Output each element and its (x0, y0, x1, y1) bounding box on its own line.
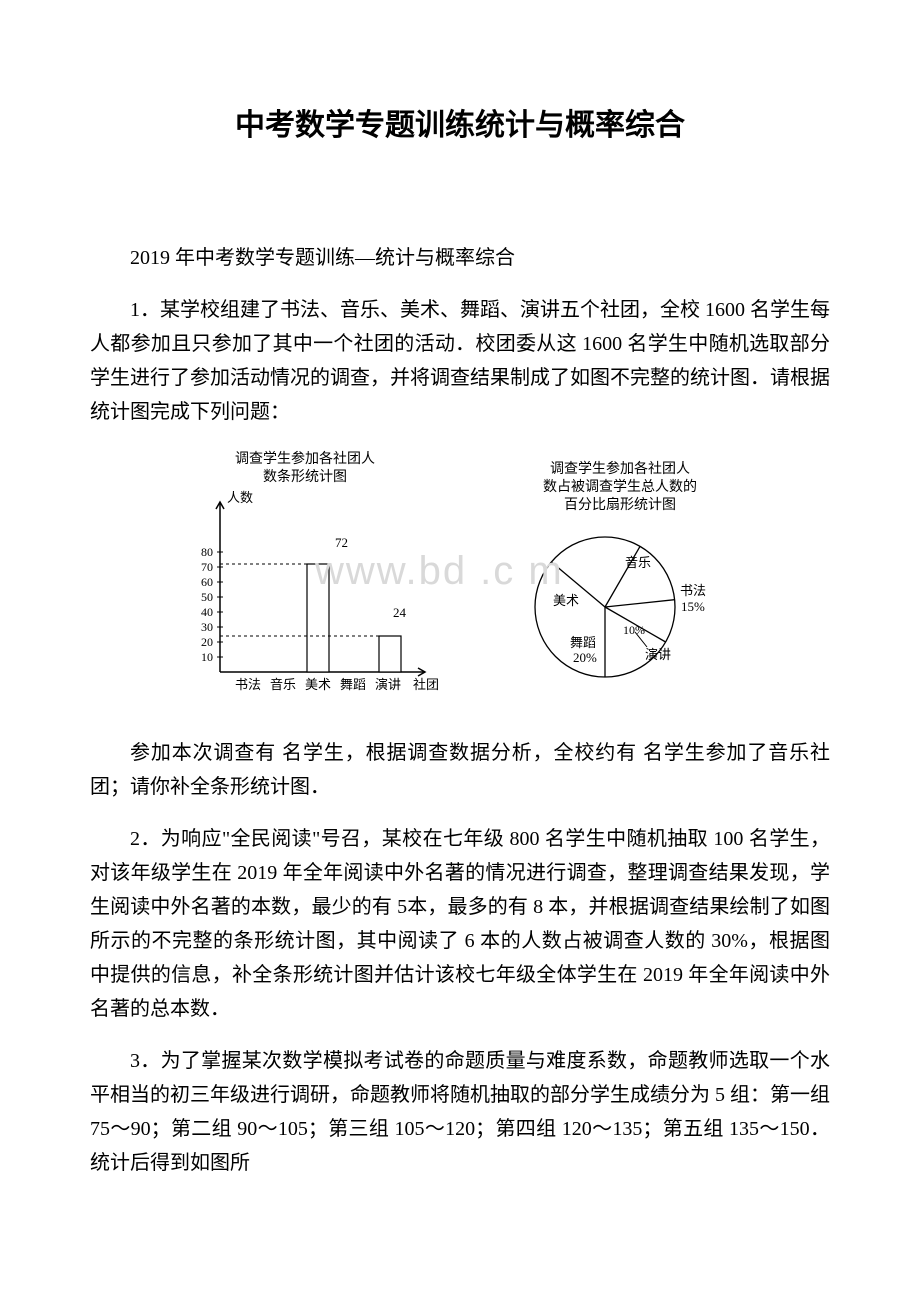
pie-label-meishu: 美术 (553, 593, 579, 608)
bar-chart: 调查学生参加各社团人 数条形统计图 人数 10 20 30 40 50 60 7… (165, 447, 445, 718)
xcat-3: 舞蹈 (340, 677, 366, 692)
pie-label-yanjiang: 演讲 (645, 647, 671, 662)
pie-pct-wudao: 20% (573, 650, 597, 665)
pie-title-1: 调查学生参加各社团人 (550, 460, 690, 477)
pie-pct-shufa: 15% (681, 599, 705, 614)
pie-label-wudao: 舞蹈 (570, 635, 596, 650)
pie-chart: www.bd .c m 调查学生参加各社团人 数占被调查学生总人数的 百分比扇形… (475, 447, 755, 718)
bars: 72 24 (220, 535, 407, 672)
x-labels: 书法 音乐 美术 舞蹈 演讲 社团 (235, 677, 439, 692)
charts-container: 调查学生参加各社团人 数条形统计图 人数 10 20 30 40 50 60 7… (90, 447, 830, 718)
ytick-60: 60 (201, 575, 213, 589)
pie-chart-svg: 调查学生参加各社团人 数占被调查学生总人数的 百分比扇形统计图 美术 (475, 447, 755, 707)
y-axis-label: 人数 (227, 490, 253, 505)
xcat-1: 音乐 (270, 677, 296, 692)
question-1-followup: 参加本次调查有 名学生，根据调查数据分析，全校约有 名学生参加了音乐社团；请你补… (90, 736, 830, 804)
bar-value-24: 24 (393, 605, 407, 620)
ytick-30: 30 (201, 620, 213, 634)
bar-chart-svg: 调查学生参加各社团人 数条形统计图 人数 10 20 30 40 50 60 7… (165, 447, 445, 707)
bar-title-1: 调查学生参加各社团人 (235, 450, 375, 467)
pie-label-shufa: 书法 (680, 583, 706, 598)
ytick-40: 40 (201, 605, 213, 619)
subtitle: 2019 年中考数学专题训练—统计与概率综合 (90, 241, 830, 275)
question-2: 2．为响应"全民阅读"号召，某校在七年级 800 名学生中随机抽取 100 名学… (90, 822, 830, 1026)
pie-pct-yanjiang: 10% (623, 623, 645, 637)
xcat-0: 书法 (235, 677, 261, 692)
question-3: 3．为了掌握某次数学模拟考试卷的命题质量与难度系数，命题教师选取一个水平相当的初… (90, 1044, 830, 1180)
bar-meishu (307, 564, 329, 672)
x-axis-label: 社团 (413, 677, 439, 692)
pie-label-yinyue: 音乐 (625, 555, 651, 570)
question-1-intro: 1．某学校组建了书法、音乐、美术、舞蹈、演讲五个社团，全校 1600 名学生每人… (90, 293, 830, 429)
pie-title-2: 数占被调查学生总人数的 (543, 479, 697, 495)
ytick-70: 70 (201, 560, 213, 574)
ytick-20: 20 (201, 635, 213, 649)
bar-title-2: 数条形统计图 (263, 468, 347, 485)
xcat-4: 演讲 (375, 677, 401, 692)
pie-title-3: 百分比扇形统计图 (564, 497, 676, 513)
bar-value-72: 72 (335, 535, 348, 550)
ytick-50: 50 (201, 590, 213, 604)
page-title: 中考数学专题训练统计与概率综合 (90, 100, 830, 151)
xcat-2: 美术 (305, 677, 331, 692)
bar-yanjiang (379, 636, 401, 672)
ytick-10: 10 (201, 650, 213, 664)
ytick-80: 80 (201, 545, 213, 559)
